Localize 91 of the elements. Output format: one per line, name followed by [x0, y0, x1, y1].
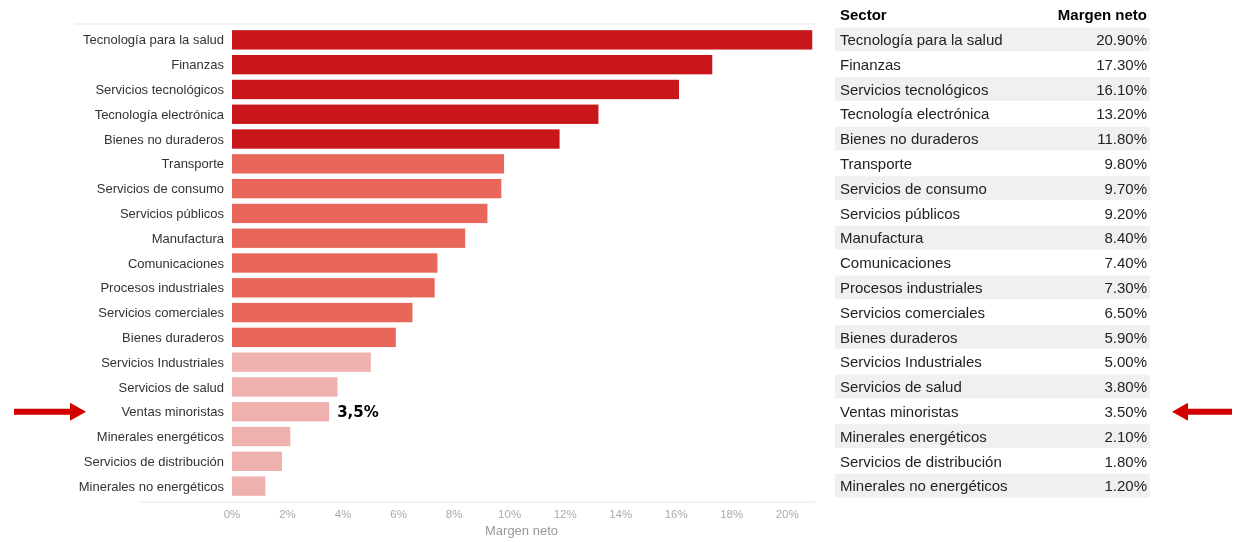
category-label: Transporte: [161, 156, 224, 172]
x-tick-label: 12%: [553, 508, 577, 520]
x-tick-label: 18%: [720, 508, 744, 520]
category-label: Finanzas: [171, 57, 224, 73]
bar: [232, 30, 813, 50]
bar: [232, 426, 291, 447]
y-tick-label: Servicios públicos: [840, 204, 961, 222]
bar: [232, 104, 599, 124]
category-label: Servicios tecnológicos: [95, 82, 224, 97]
annotation: 3,5%: [337, 403, 379, 422]
category-label: Servicios de distribución: [83, 453, 224, 469]
x-tick-label: 10%: [498, 508, 522, 520]
y-tick-label: Tecnología para la salud: [840, 31, 1003, 49]
bar: [232, 402, 330, 422]
category-label: Tecnología electrónica: [94, 106, 224, 122]
x-tick-label: 16%: [664, 508, 688, 520]
data-label: 17.30%: [1096, 55, 1147, 73]
data-label: 2.10%: [1104, 427, 1147, 445]
category-label: Comunicaciones: [127, 255, 224, 271]
y-tick-label: Finanzas: [840, 55, 901, 73]
y-tick-label: Ventas minoristas: [840, 403, 959, 421]
x-tick-label: 6%: [390, 508, 407, 520]
data-label: 9.20%: [1104, 204, 1147, 222]
bar: [232, 154, 505, 174]
category-label: Ventas minoristas: [121, 404, 224, 420]
x-tick-label: 8%: [445, 508, 463, 520]
data-label: 3.80%: [1104, 378, 1147, 396]
bar: [232, 352, 371, 372]
x-tick-label: 0%: [223, 508, 241, 520]
data-label: 3.50%: [1104, 403, 1147, 421]
y-tick-label: Servicios de consumo: [840, 179, 987, 197]
data-label: 11.80%: [1097, 130, 1147, 148]
y-tick-label: Servicios de distribución: [840, 452, 1002, 470]
x-tick-label: 4%: [334, 508, 352, 520]
bar: [232, 377, 338, 397]
y-tick-label: Bienes duraderos: [840, 328, 958, 346]
text: Margen neto: [1057, 6, 1147, 24]
data-label: 7.30%: [1104, 279, 1147, 297]
bar: [232, 54, 713, 75]
y-tick-label: Servicios Industriales: [840, 353, 982, 371]
y-tick-label: Comunicaciones: [840, 254, 951, 272]
category-label: Minerales no energéticos: [78, 478, 224, 494]
x-tick-label: 14%: [609, 508, 633, 520]
data-label: 13.20%: [1096, 105, 1147, 123]
category-label: Servicios Industriales: [101, 354, 224, 370]
bar: [232, 203, 488, 224]
x-axis-title: Margen neto: [485, 523, 558, 538]
category-label: Bienes no duraderos: [104, 131, 224, 147]
data-label: 7.40%: [1104, 254, 1147, 272]
x-tick-label: 20%: [775, 508, 799, 520]
data-label: 5.00%: [1104, 353, 1147, 371]
data-label: 5.90%: [1104, 328, 1147, 346]
category-label: Servicios públicos: [119, 205, 224, 221]
bar: [232, 228, 466, 248]
category-label: Servicios de consumo: [96, 181, 224, 197]
bar: [232, 327, 396, 348]
data-label: 8.40%: [1104, 229, 1147, 247]
category-label: Procesos industriales: [100, 280, 224, 296]
bar: [232, 278, 435, 298]
y-tick-label: Servicios comerciales: [840, 303, 986, 321]
bar: [232, 79, 679, 100]
data-label: 16.10%: [1096, 80, 1147, 98]
bar: [232, 451, 282, 472]
data-label: 1.20%: [1104, 477, 1147, 495]
bar: [232, 253, 438, 273]
bar: [232, 129, 560, 149]
category-label: Bienes duraderos: [122, 329, 224, 345]
category-label: Servicios comerciales: [98, 305, 224, 321]
x-tick-label: 2%: [279, 508, 296, 520]
y-tick-label: Servicios tecnológicos: [840, 80, 989, 98]
y-tick-label: Bienes no duraderos: [840, 130, 979, 148]
bar: [232, 302, 413, 323]
y-tick-label: Transporte: [840, 155, 912, 173]
bar: [232, 476, 266, 496]
data-label: 9.80%: [1104, 155, 1147, 173]
category-label: Tecnología para la salud: [83, 32, 224, 48]
text: Sector: [840, 6, 887, 24]
category-label: Manufactura: [151, 230, 224, 246]
data-label: 1.80%: [1104, 452, 1147, 470]
data-label: 20.90%: [1096, 31, 1147, 49]
y-tick-label: Minerales energéticos: [840, 427, 987, 445]
bar: [232, 178, 502, 199]
y-tick-label: Tecnología electrónica: [840, 105, 990, 123]
y-tick-label: Minerales no energéticos: [840, 477, 1008, 495]
y-tick-label: Manufactura: [840, 229, 925, 247]
category-label: Servicios de salud: [118, 379, 224, 395]
data-label: 9.70%: [1104, 179, 1147, 197]
data-label: 6.50%: [1104, 303, 1147, 321]
y-tick-label: Servicios de salud: [840, 378, 962, 396]
category-label: Minerales energéticos: [96, 429, 224, 445]
y-tick-label: Procesos industriales: [840, 279, 983, 297]
